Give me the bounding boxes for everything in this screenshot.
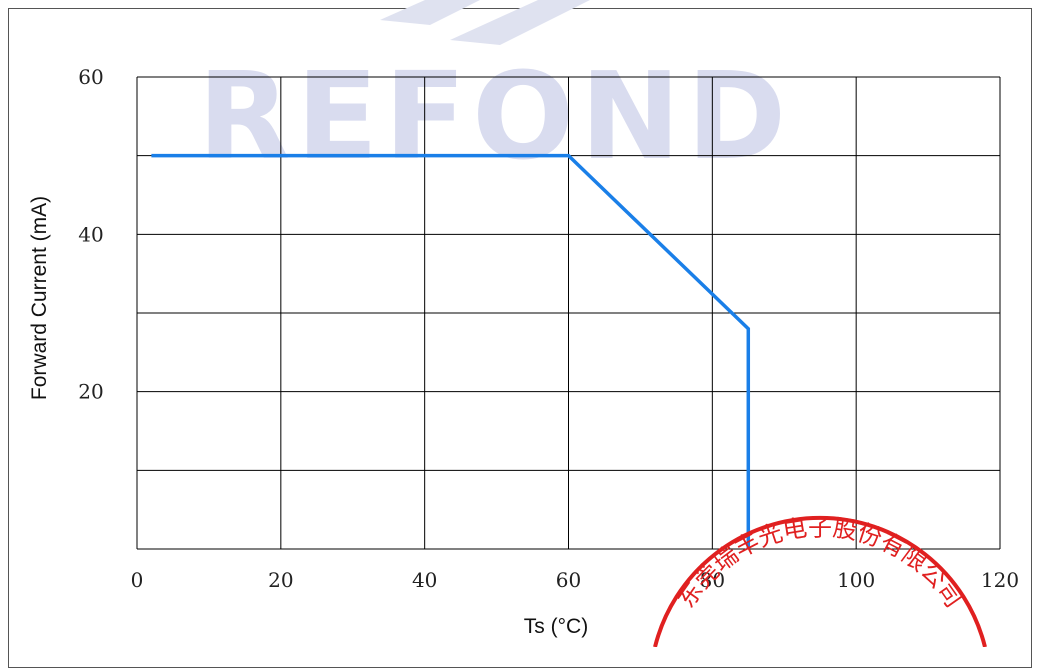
x-tick-label: 100 — [837, 568, 875, 592]
x-tick-label: 0 — [131, 568, 144, 592]
y-tick-label: 60 — [78, 65, 103, 89]
y-tick-label: 40 — [78, 222, 103, 246]
company-seal: 东莞瑞丰光电子股份有限公司 — [653, 513, 987, 647]
derating-chart: REFOND 0 20 40 60 80 100 120 20 40 60 Ts (°C) For… — [28, 0, 1019, 647]
x-tick-label: 20 — [268, 568, 293, 592]
y-axis-title: Forward Current (mA) — [28, 196, 51, 400]
series-lines — [151, 153, 751, 549]
x-axis-title: Ts (°C) — [524, 615, 588, 638]
x-tick-label: 120 — [981, 568, 1019, 592]
seal-text: 东莞瑞丰光电子股份有限公司 — [672, 513, 968, 612]
refond-watermark-logo: REFOND — [198, 0, 792, 187]
tick-labels: 0 20 40 60 80 100 120 20 40 60 — [78, 65, 1019, 592]
y-tick-label: 20 — [78, 380, 103, 404]
x-tick-label: 60 — [556, 568, 581, 592]
series-line — [151, 153, 751, 549]
watermark-text: REFOND — [198, 48, 792, 187]
x-tick-label: 40 — [412, 568, 437, 592]
x-tick-label: 80 — [700, 568, 725, 592]
